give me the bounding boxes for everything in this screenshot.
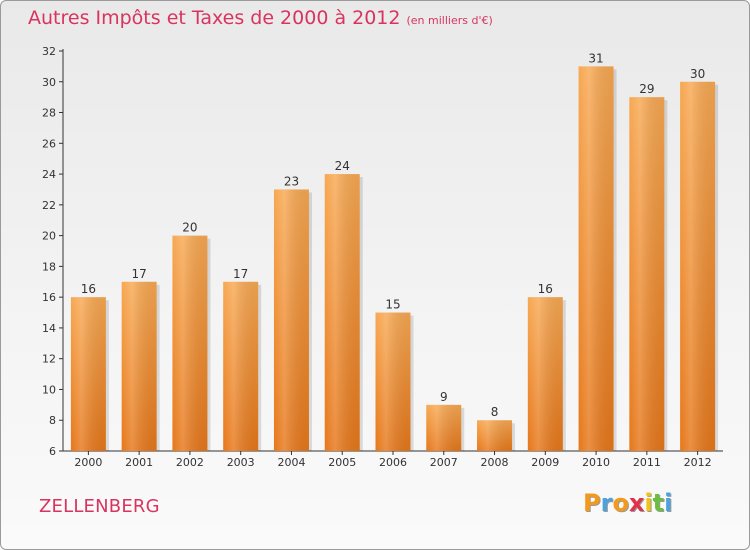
bar-shine xyxy=(324,174,360,452)
x-tick-label: 2009 xyxy=(531,456,559,469)
logo-letter: r xyxy=(600,489,613,517)
x-tick-label: 2004 xyxy=(277,456,305,469)
chart-subtitle: (en milliers d'€) xyxy=(406,14,493,27)
x-tick-label: 2003 xyxy=(227,456,255,469)
y-tick-label: 14 xyxy=(42,322,56,335)
bar-value-label: 23 xyxy=(284,174,299,188)
bar-shine xyxy=(680,81,716,452)
y-tick-label: 6 xyxy=(49,445,56,458)
bar-value-label: 24 xyxy=(335,159,350,173)
y-tick-label: 28 xyxy=(42,107,56,120)
logo-letter: o xyxy=(612,489,629,517)
y-tick-label: 32 xyxy=(42,45,56,58)
x-tick-label: 2011 xyxy=(633,456,661,469)
chart-title-text: Autres Impôts et Taxes de 2000 à 2012 xyxy=(28,7,401,29)
y-tick-label: 24 xyxy=(42,168,56,181)
bar-value-label: 30 xyxy=(690,67,705,81)
y-tick-label: 18 xyxy=(42,260,56,273)
bar-shine xyxy=(375,312,411,451)
logo-letter: P xyxy=(583,489,601,517)
bar-value-label: 16 xyxy=(538,282,553,296)
bar-shine xyxy=(223,281,259,451)
y-tick-label: 20 xyxy=(42,230,56,243)
x-tick-label: 2000 xyxy=(74,456,102,469)
y-tick-label: 22 xyxy=(42,199,56,212)
bar-shine xyxy=(172,235,208,451)
x-tick-label: 2010 xyxy=(582,456,610,469)
bar-shine xyxy=(527,297,563,451)
bar-value-label: 29 xyxy=(639,82,654,96)
bars: 16 17 20 17 23 24 15 9 8 16 31 29 30 xyxy=(70,51,719,452)
x-tick-label: 2008 xyxy=(481,456,509,469)
x-tick-label: 2012 xyxy=(684,456,712,469)
bar-value-label: 8 xyxy=(491,405,499,419)
bar-shine xyxy=(121,281,157,451)
city-name: ZELLENBERG xyxy=(39,496,160,517)
y-tick-label: 26 xyxy=(42,137,56,150)
bar-value-label: 17 xyxy=(233,267,248,281)
logo-letter: i xyxy=(644,489,653,517)
chart-title: Autres Impôts et Taxes de 2000 à 2012 (en… xyxy=(28,7,493,29)
bar-value-label: 15 xyxy=(385,298,400,312)
y-tick-label: 30 xyxy=(42,76,56,89)
y-tick-label: 16 xyxy=(42,291,56,304)
y-tick-label: 12 xyxy=(42,353,56,366)
bar-shine xyxy=(426,404,462,451)
bar-value-label: 16 xyxy=(81,282,96,296)
proxiti-logo: Proxiti xyxy=(583,489,672,517)
x-tick-label: 2001 xyxy=(125,456,153,469)
logo-letter: x xyxy=(628,489,645,517)
x-tick-label: 2002 xyxy=(176,456,204,469)
bar-shine xyxy=(578,66,614,451)
bar-value-label: 9 xyxy=(440,390,448,404)
logo-letter: i xyxy=(664,489,673,517)
x-tick-label: 2007 xyxy=(430,456,458,469)
x-tick-label: 2005 xyxy=(328,456,356,469)
bar-shine xyxy=(629,97,665,452)
bar-value-label: 31 xyxy=(588,51,603,65)
logo-letter: t xyxy=(652,489,665,517)
bar-shine xyxy=(70,297,106,451)
bar-value-label: 17 xyxy=(132,267,147,281)
y-tick-label: 10 xyxy=(42,383,56,396)
bar-shine xyxy=(477,420,513,451)
bar-value-label: 20 xyxy=(182,221,197,235)
x-tick-label: 2006 xyxy=(379,456,407,469)
bar-shine xyxy=(273,189,309,451)
y-tick-label: 8 xyxy=(49,414,56,427)
